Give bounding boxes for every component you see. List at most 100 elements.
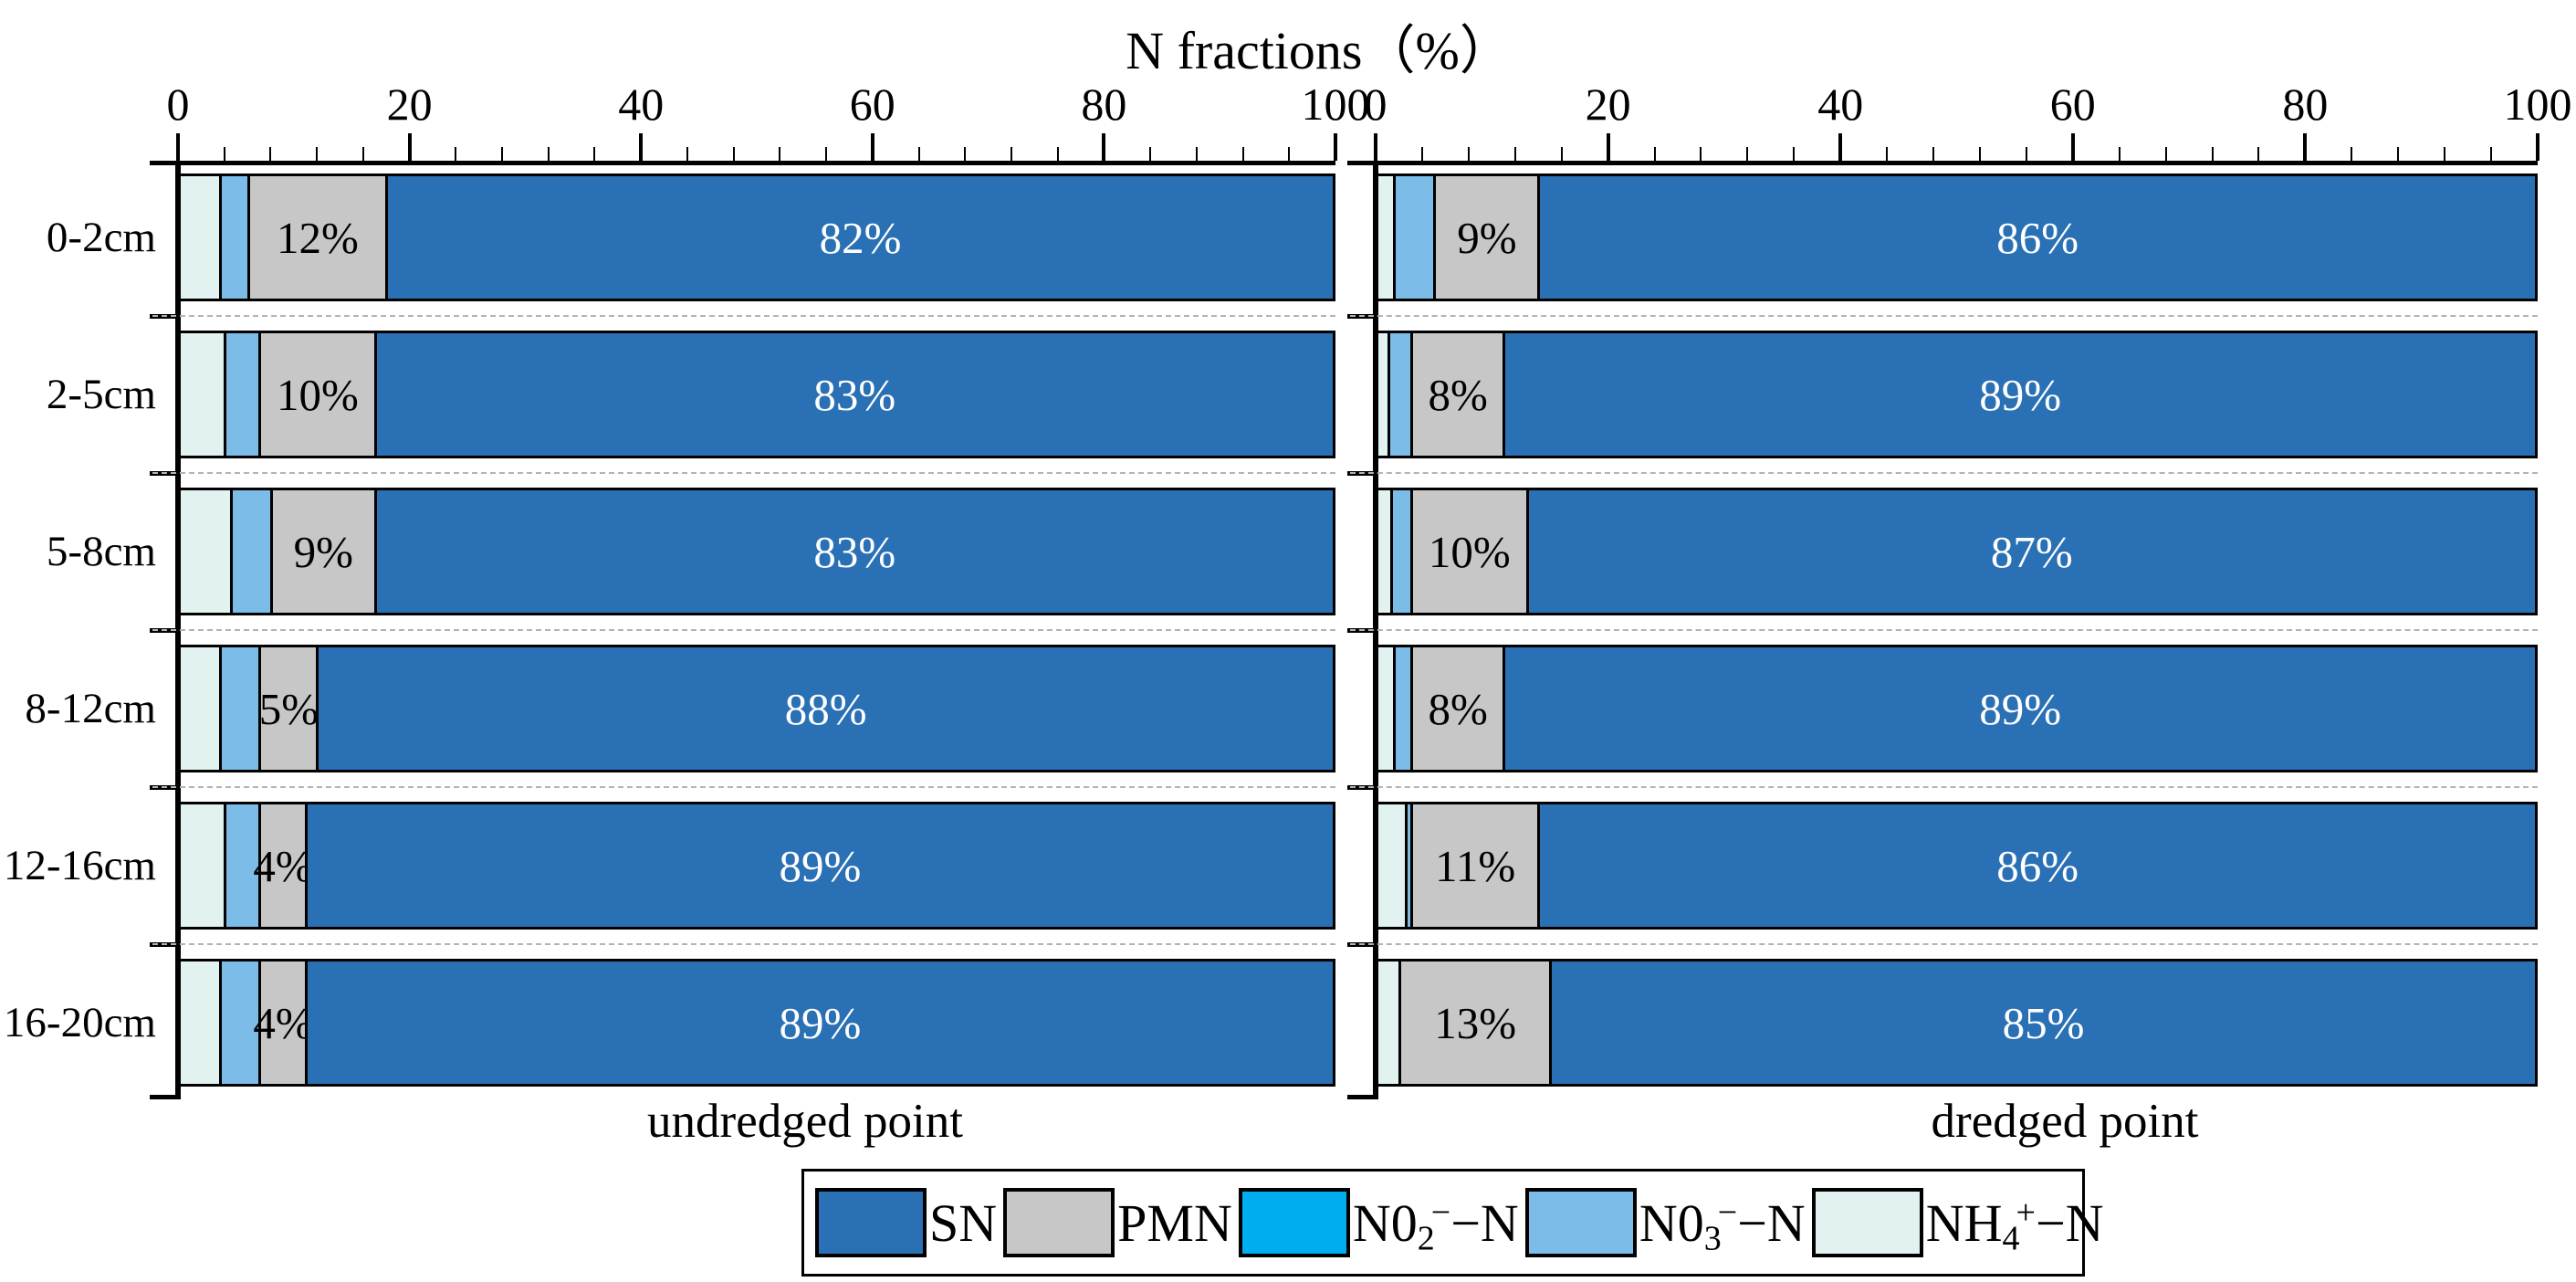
- legend-label-SN: SN: [929, 1193, 997, 1254]
- sn-value-label: 89%: [1979, 683, 2062, 734]
- x-major-tick: [1334, 133, 1337, 161]
- row-label: 16-20cm: [3, 999, 156, 1046]
- x-tick-label: 40: [618, 79, 665, 130]
- pmn-value-label: 13%: [1434, 997, 1517, 1048]
- bar-segment-NH4-N: [181, 333, 227, 456]
- pmn-value-label: 8%: [1428, 683, 1488, 734]
- x-major-tick: [1838, 133, 1843, 161]
- x-minor-tick: [269, 147, 272, 161]
- x-minor-tick: [501, 147, 504, 161]
- x-axis: [175, 161, 1335, 165]
- x-tick-label: 60: [849, 79, 895, 130]
- dashed-separator: [152, 629, 1335, 631]
- bar-segment-NH4-N: [1378, 176, 1396, 299]
- bar-segment-NO3-N: [222, 647, 262, 770]
- pmn-value-label: 4%: [253, 840, 313, 891]
- x-minor-tick: [2397, 147, 2400, 161]
- bar-segment-SN: 89%: [1505, 647, 2535, 770]
- x-tick-label: 100: [2503, 79, 2572, 130]
- legend: SN PMN N02−−N N03−−N NH4+−N: [801, 1169, 2104, 1277]
- x-major-tick: [1606, 133, 1610, 161]
- x-tick-label: 20: [386, 79, 433, 130]
- bar-segment-PMN: 8%: [1413, 647, 1506, 770]
- bar-segment-NH4-N: [181, 647, 223, 770]
- dashed-separator: [1350, 943, 2538, 945]
- bar-row: 9% 83%: [178, 488, 1335, 615]
- bar-segment-NO3-N: [1396, 176, 1437, 299]
- bar-segment-PMN: 8%: [1412, 333, 1506, 456]
- bar-row: 10% 83%: [178, 331, 1335, 458]
- panel-dredged: 0 20 40 60 80 100 9% 86% 8% 89% 10% 87% 8% 89% 11% 86% 1…: [1347, 0, 2572, 1282]
- bar-segment-PMN: 10%: [261, 333, 377, 456]
- bar-segment-PMN: 12%: [249, 176, 389, 299]
- legend-item-SN: SN: [815, 1188, 997, 1257]
- x-minor-tick: [1700, 147, 1702, 161]
- sn-value-label: 85%: [2002, 997, 2085, 1048]
- chart-title: N fractions（%）: [1126, 21, 1513, 80]
- dashed-separator: [1350, 629, 2538, 631]
- x-minor-tick: [1241, 147, 1244, 161]
- legend-item-PMN: PMN: [1003, 1188, 1232, 1257]
- x-minor-tick: [2211, 147, 2214, 161]
- x-major-tick: [1374, 133, 1377, 161]
- bar-segment-NH4-N: [181, 490, 233, 613]
- x-tick-label: 80: [2282, 79, 2329, 130]
- x-tick-label: 100: [1301, 79, 1370, 130]
- x-tick-label: 0: [1364, 79, 1387, 130]
- legend-swatch-SN: [815, 1188, 927, 1257]
- bar-segment-NH4-N: [181, 176, 223, 299]
- sn-value-label: 83%: [813, 526, 896, 577]
- x-minor-tick: [1793, 147, 1796, 161]
- legend-label-text: NH: [1925, 1193, 2003, 1253]
- x-minor-tick: [2444, 147, 2446, 161]
- pmn-value-label: 10%: [1428, 526, 1511, 577]
- bar-segment-NO3-N: [226, 333, 262, 456]
- row-label: 5-8cm: [46, 528, 156, 575]
- sn-value-label: 89%: [779, 997, 862, 1048]
- legend-label-text: SN: [929, 1193, 998, 1253]
- bar-segment-SN: 82%: [388, 176, 1333, 299]
- x-minor-tick: [2257, 147, 2260, 161]
- bar-segment-NO3-N: [1407, 804, 1413, 927]
- x-minor-tick: [2351, 147, 2353, 161]
- legend-item-NO2-N: N02−−N: [1238, 1188, 1519, 1257]
- bar-segment-SN: 87%: [1528, 490, 2535, 613]
- sn-value-label: 87%: [1990, 526, 2073, 577]
- dashed-separator: [1350, 315, 2538, 317]
- x-minor-tick: [1195, 147, 1198, 161]
- dashed-separator: [1350, 472, 2538, 474]
- panel-undredged: 0 20 40 60 80 100 12% 82% 0-2cm 10% 83% 2-5cm 9% 83% 5…: [4, 0, 1370, 1282]
- y-axis-tick: [150, 161, 175, 165]
- x-minor-tick: [825, 147, 828, 161]
- x-minor-tick: [361, 147, 364, 161]
- x-minor-tick: [547, 147, 550, 161]
- y-axis-tick: [150, 1095, 175, 1099]
- legend-label-superscript: −: [1717, 1193, 1738, 1232]
- x-major-tick: [176, 133, 180, 161]
- x-minor-tick: [2164, 147, 2167, 161]
- dashed-separator: [152, 315, 1335, 317]
- bar-row: 10% 87%: [1376, 488, 2538, 615]
- x-tick-label: 60: [2049, 79, 2096, 130]
- legend-label-subscript: 4: [2002, 1219, 2020, 1257]
- dashed-separator: [1350, 786, 2538, 788]
- row-label: 2-5cm: [46, 371, 156, 418]
- legend-label-superscript: −: [1430, 1193, 1451, 1232]
- row-label: 12-16cm: [3, 842, 156, 889]
- x-major-tick: [639, 133, 644, 161]
- x-minor-tick: [1467, 147, 1470, 161]
- legend-item-NO3-N: N03−−N: [1524, 1188, 1806, 1257]
- legend-swatch-PMN: [1003, 1188, 1115, 1257]
- dashed-separator: [152, 472, 1335, 474]
- x-tick-label: 40: [1817, 79, 1864, 130]
- pmn-value-label: 9%: [293, 526, 353, 577]
- sn-value-label: 83%: [813, 369, 896, 420]
- x-minor-tick: [1932, 147, 1935, 161]
- bar-segment-PMN: 4%: [253, 962, 313, 1084]
- x-minor-tick: [1010, 147, 1012, 161]
- bar-segment-NO3-N: [1393, 490, 1413, 613]
- bar-row: 9% 86%: [1376, 173, 2538, 301]
- bar-segment-NH4-N: [1378, 333, 1390, 456]
- x-axis: [1373, 161, 2538, 165]
